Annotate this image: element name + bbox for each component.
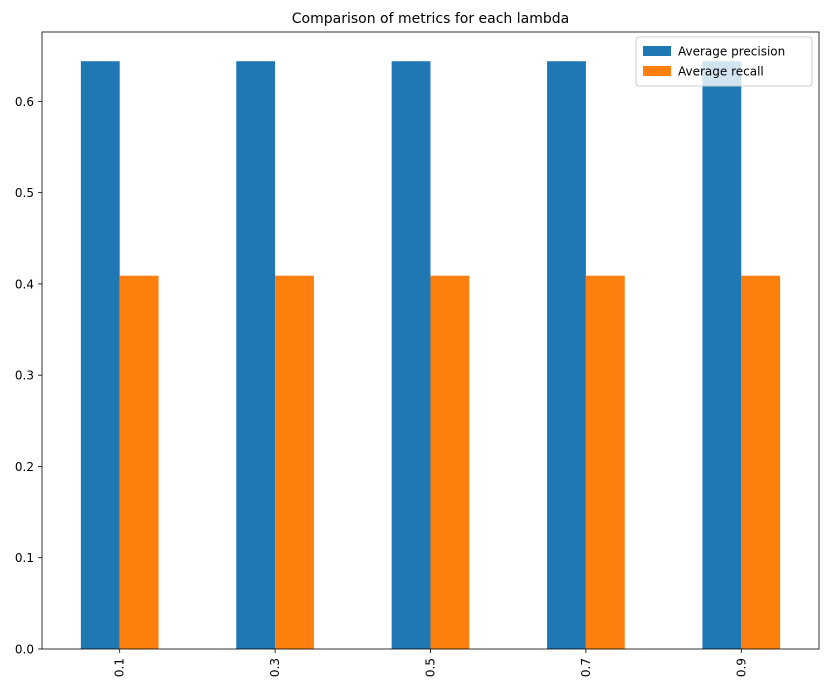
bar-recall-0.7 [585,275,625,649]
bar-precision-0.1 [80,61,120,649]
bar-recall-0.1 [119,275,159,649]
plot-frame [41,31,820,650]
y-tick-label: 0.2 [15,460,34,474]
x-tick-label: 0.7 [579,658,593,677]
y-tick-label: 0.4 [15,277,34,291]
axes-layer: 0.1 0.3 0.5 0.7 0.9 0.0 0.1 0.2 0.3 0.4 0.5 0.6 [15,31,820,677]
bar-precision-0.5 [391,61,431,649]
x-tick-label: 0.5 [424,658,438,677]
legend-swatch [643,46,671,56]
bar-precision-0.7 [547,61,586,649]
legend-label: Average precision [678,45,785,59]
x-tick-label: 0.3 [268,658,282,677]
legend-label: Average recall [678,65,764,79]
bar-recall-0.3 [275,275,314,649]
legend-swatch [643,66,671,76]
legend: Average precision Average recall [635,36,813,87]
y-tick-label: 0.5 [15,186,34,200]
bars-layer [80,61,781,649]
legend-box [635,36,813,87]
y-tick-label: 0.3 [15,369,34,383]
x-tick-label: 0.1 [113,658,127,677]
y-tick-label: 0.0 [15,643,34,657]
y-tick-label: 0.1 [15,551,34,565]
bar-recall-0.9 [741,275,781,649]
bar-precision-0.9 [702,61,742,649]
bar-precision-0.3 [236,61,276,649]
x-tick-label: 0.9 [734,658,748,677]
bar-recall-0.5 [430,275,470,649]
y-tick-label: 0.6 [15,95,34,109]
chart-title: Comparison of metrics for each lambda [292,11,569,27]
